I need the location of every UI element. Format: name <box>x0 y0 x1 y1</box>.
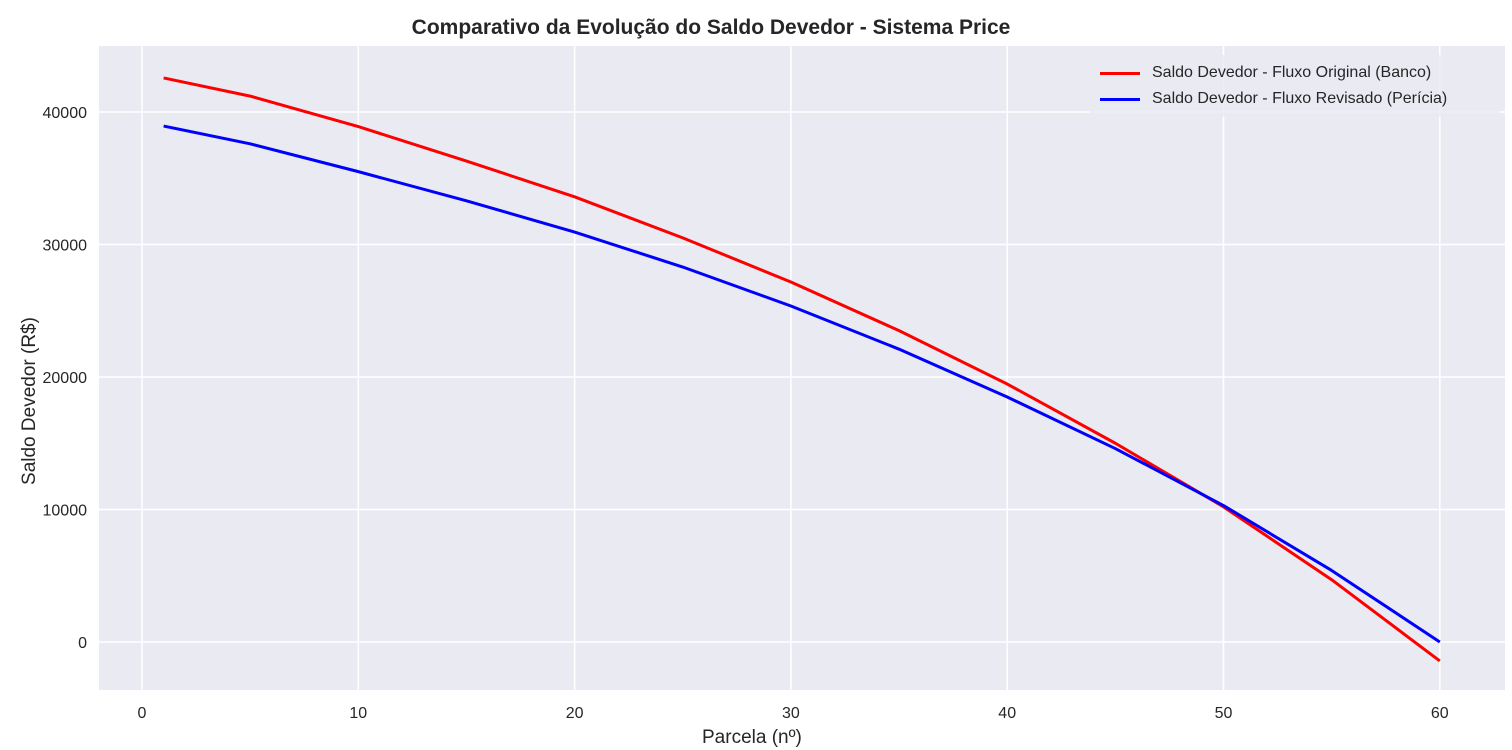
svg-text:30: 30 <box>782 705 800 722</box>
svg-text:10: 10 <box>349 705 367 722</box>
svg-text:0: 0 <box>138 705 147 722</box>
legend-item-revisado: Saldo Devedor - Fluxo Revisado (Perícia) <box>1100 86 1447 112</box>
legend-swatch-blue <box>1100 97 1140 101</box>
legend-swatch-red <box>1100 71 1140 75</box>
svg-text:40: 40 <box>998 705 1016 722</box>
legend-label: Saldo Devedor - Fluxo Revisado (Perícia) <box>1152 90 1448 107</box>
svg-text:20000: 20000 <box>43 370 88 387</box>
svg-text:40000: 40000 <box>43 105 88 122</box>
svg-text:30000: 30000 <box>43 238 88 255</box>
legend-label: Saldo Devedor - Fluxo Original (Banco) <box>1152 64 1432 81</box>
chart-title: Comparativo da Evolução do Saldo Devedor… <box>411 16 1011 39</box>
svg-text:60: 60 <box>1431 705 1449 722</box>
svg-text:0: 0 <box>78 635 87 652</box>
x-axis-label: Parcela (nº) <box>702 727 802 748</box>
svg-text:10000: 10000 <box>43 503 88 520</box>
y-axis-label: Saldo Devedor (R$) <box>19 317 40 485</box>
svg-text:20: 20 <box>566 705 584 722</box>
svg-text:50: 50 <box>1215 705 1233 722</box>
legend-item-original: Saldo Devedor - Fluxo Original (Banco) <box>1100 60 1447 86</box>
chart-legend: Saldo Devedor - Fluxo Original (Banco) S… <box>1100 60 1447 112</box>
